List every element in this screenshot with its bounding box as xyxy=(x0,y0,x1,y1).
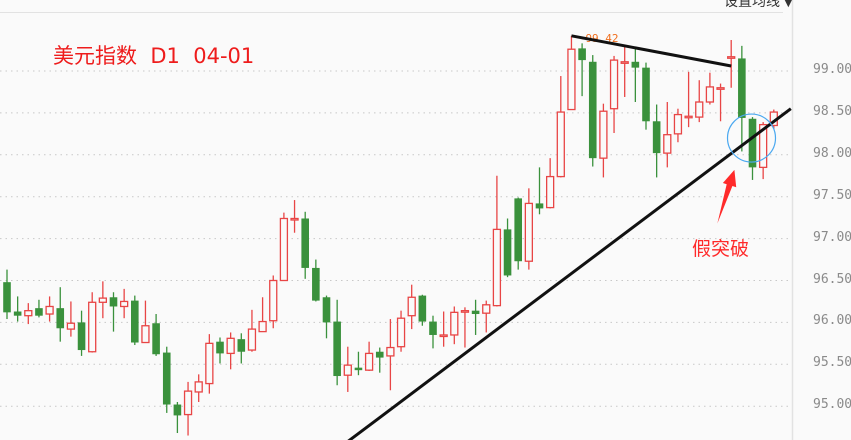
candle-body-up xyxy=(759,123,768,169)
candle-body-up xyxy=(684,115,693,119)
price-tick-label: 98.00 xyxy=(813,145,851,161)
candle-body-up xyxy=(269,279,278,322)
candle-body-up xyxy=(673,113,683,135)
false-breakout-label: 假突破 xyxy=(692,238,750,260)
candle-body-up xyxy=(524,202,533,262)
caret-down-icon: ▼ xyxy=(784,0,793,9)
candle-body-up xyxy=(120,300,129,308)
candle-body-up xyxy=(364,352,374,371)
candle-body-down xyxy=(301,218,309,268)
candle-body-down xyxy=(642,67,650,122)
candle-body-up xyxy=(24,310,33,317)
candle-body-up xyxy=(407,296,416,317)
candle-body-up xyxy=(546,175,555,209)
candle-body-up xyxy=(88,301,97,353)
candle-body-down xyxy=(652,121,661,154)
max-price-label: 99.42 xyxy=(585,32,618,45)
candle-body-down xyxy=(738,58,746,118)
candle-body-down xyxy=(3,282,11,313)
candle-body-up xyxy=(247,328,257,351)
trendline xyxy=(571,34,732,68)
candle-body-up xyxy=(66,322,76,330)
candle-body-down xyxy=(131,300,139,343)
candle-body-down xyxy=(56,308,65,329)
candle-body-down xyxy=(216,341,224,354)
candle-body-up xyxy=(279,217,289,282)
candle-body-up xyxy=(716,87,725,90)
candle-body-up xyxy=(141,325,150,344)
candle-body-up xyxy=(663,134,672,154)
candle-body-up xyxy=(183,390,193,416)
candle-body-up xyxy=(194,381,203,393)
candle-body-down xyxy=(418,295,427,322)
candle-body-down xyxy=(333,321,341,377)
candle-body-down xyxy=(152,323,160,355)
candle-body-down xyxy=(13,311,22,316)
candle-body-down xyxy=(109,297,118,307)
candle-body-up xyxy=(98,297,107,303)
price-tick-label: 99.00 xyxy=(813,62,851,77)
candle-body-up xyxy=(290,217,299,221)
candle-body-up xyxy=(258,320,267,333)
candle-body-up xyxy=(450,311,459,336)
candle-body-down xyxy=(35,308,43,316)
candle-body-down xyxy=(535,203,544,209)
ma-settings-menu[interactable]: 设置均线 ▼ xyxy=(724,0,792,11)
candle-body-up xyxy=(439,334,448,338)
ma-settings-label: 设置均线 xyxy=(724,0,780,10)
trendline xyxy=(347,107,792,440)
candle-body-up xyxy=(609,59,619,110)
candle-body-down xyxy=(514,198,522,262)
price-tick-label: 96.50 xyxy=(813,271,851,287)
price-tick-label: 97.50 xyxy=(813,187,851,203)
candle-body-up xyxy=(482,304,491,314)
candle-body-down xyxy=(312,267,320,301)
candle-body-up xyxy=(556,111,565,178)
price-tick-label: 95.50 xyxy=(813,355,851,371)
red-arrow-icon xyxy=(717,169,737,224)
candle-body-up xyxy=(727,56,736,59)
candle-body-up xyxy=(343,364,352,376)
highlight-circle xyxy=(726,113,777,163)
candle-body-up xyxy=(620,61,629,64)
candle-body-up xyxy=(492,228,502,307)
candle-body-up xyxy=(386,346,395,357)
candle-body-down xyxy=(375,351,384,358)
price-tick-label: 98.50 xyxy=(813,103,851,119)
candle-body-down xyxy=(578,48,586,61)
price-tick-label: 96.00 xyxy=(813,313,851,329)
candle-body-up xyxy=(45,305,54,315)
candle-body-down xyxy=(354,367,363,371)
candle-body-down xyxy=(173,404,182,416)
candle-body-up xyxy=(567,48,576,111)
candle-body-down xyxy=(162,352,171,405)
candle-body-down xyxy=(322,297,331,323)
candle-body-up xyxy=(695,101,704,118)
candle-body-down xyxy=(429,321,437,335)
candle-body-up xyxy=(205,342,214,385)
price-tick-label: 95.00 xyxy=(813,397,851,413)
candle-body-down xyxy=(748,118,757,168)
candle-body-down xyxy=(237,339,246,352)
candle-body-down xyxy=(588,61,597,159)
candle-body-up xyxy=(396,317,406,348)
candle-body-down xyxy=(503,229,512,276)
candle-body-up xyxy=(226,337,235,355)
chart-title: 美元指数 D1 04-01 xyxy=(53,44,255,68)
candle-body-down xyxy=(77,322,86,351)
candle-body-up xyxy=(460,310,470,313)
candle-body-up xyxy=(705,86,715,103)
candle-body-up xyxy=(599,110,608,159)
price-tick-label: 97.00 xyxy=(813,229,851,245)
candle-body-down xyxy=(631,61,640,68)
candle-body-down xyxy=(471,310,480,315)
